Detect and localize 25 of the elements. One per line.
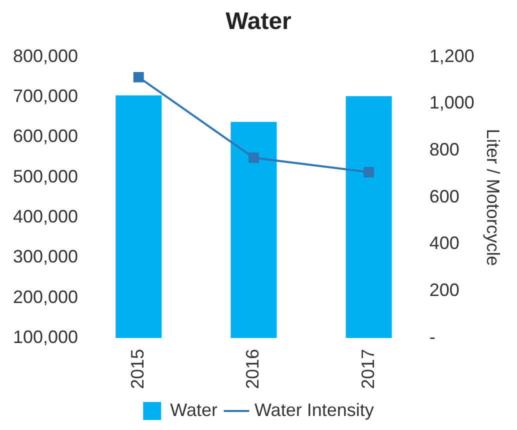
y-tick-label: 400,000 xyxy=(12,206,78,226)
y2-tick-label: 600 xyxy=(429,186,460,206)
chart-title: Water xyxy=(226,8,292,36)
y2-tick-label: - xyxy=(429,326,436,347)
y2-tick-label: 1,200 xyxy=(429,46,474,66)
y2-tick-label: 200 xyxy=(429,280,460,300)
y2-tick-label: 800 xyxy=(429,139,460,160)
y-tick-label: 200,000 xyxy=(12,286,78,307)
point xyxy=(364,166,374,178)
x-tick-label: 2016 xyxy=(242,348,263,390)
point xyxy=(248,152,259,164)
y2-tick-label: 400 xyxy=(429,233,460,254)
point xyxy=(133,72,144,82)
y-tick-label: 100,000 xyxy=(12,326,78,347)
y-tick-label: 500,000 xyxy=(12,166,78,186)
y-tick-label: 600,000 xyxy=(12,126,78,146)
y-tick-label: 700,000 xyxy=(12,86,78,106)
y-tick-label: 800,000 xyxy=(12,46,78,66)
y-tick-label: 300,000 xyxy=(12,246,78,267)
y2-axis-title: Liter / Motorcycle xyxy=(483,128,504,266)
y2-tick-label: 1,000 xyxy=(429,92,474,113)
legend-label: Water Intensity xyxy=(254,400,374,420)
legend-label: Water xyxy=(170,400,218,420)
x-tick-label: 2017 xyxy=(358,348,378,390)
x-tick-label: 2015 xyxy=(128,348,148,390)
